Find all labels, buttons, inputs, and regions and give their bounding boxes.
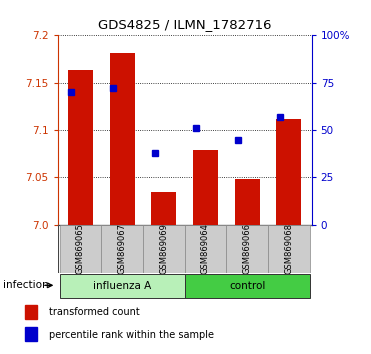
- Text: GSM869067: GSM869067: [118, 223, 127, 274]
- Bar: [151, 192, 176, 225]
- FancyBboxPatch shape: [268, 225, 309, 273]
- Text: transformed count: transformed count: [49, 307, 140, 318]
- Bar: [234, 179, 260, 225]
- Text: influenza A: influenza A: [93, 281, 151, 291]
- Bar: [25, 327, 37, 341]
- Bar: [193, 150, 218, 225]
- FancyBboxPatch shape: [185, 274, 309, 298]
- FancyBboxPatch shape: [185, 225, 226, 273]
- Bar: [68, 70, 93, 225]
- Title: GDS4825 / ILMN_1782716: GDS4825 / ILMN_1782716: [98, 18, 271, 32]
- Text: GSM869064: GSM869064: [201, 223, 210, 274]
- FancyBboxPatch shape: [60, 225, 101, 273]
- Text: GSM869065: GSM869065: [76, 223, 85, 274]
- Text: GSM869068: GSM869068: [284, 223, 293, 274]
- FancyBboxPatch shape: [226, 225, 268, 273]
- Bar: [276, 119, 301, 225]
- Text: GSM869069: GSM869069: [159, 223, 168, 274]
- Text: percentile rank within the sample: percentile rank within the sample: [49, 330, 214, 339]
- Bar: [25, 305, 37, 319]
- FancyBboxPatch shape: [60, 274, 185, 298]
- FancyBboxPatch shape: [101, 225, 143, 273]
- Text: infection: infection: [3, 280, 49, 290]
- FancyBboxPatch shape: [143, 225, 185, 273]
- FancyBboxPatch shape: [58, 225, 308, 273]
- Text: GSM869066: GSM869066: [243, 223, 252, 274]
- Text: control: control: [229, 281, 265, 291]
- Bar: [109, 53, 135, 225]
